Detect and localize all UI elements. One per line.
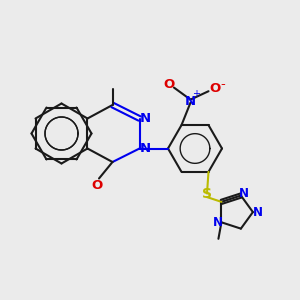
Text: -: - xyxy=(220,78,225,91)
Text: S: S xyxy=(202,187,212,201)
Text: N: N xyxy=(239,187,249,200)
Text: N: N xyxy=(213,216,223,230)
Text: N: N xyxy=(139,112,151,125)
Text: N: N xyxy=(139,142,151,155)
Text: N: N xyxy=(185,94,196,108)
Text: O: O xyxy=(209,82,221,95)
Text: O: O xyxy=(92,178,103,192)
Text: O: O xyxy=(163,77,174,91)
Text: +: + xyxy=(193,89,200,99)
Text: N: N xyxy=(252,206,262,219)
